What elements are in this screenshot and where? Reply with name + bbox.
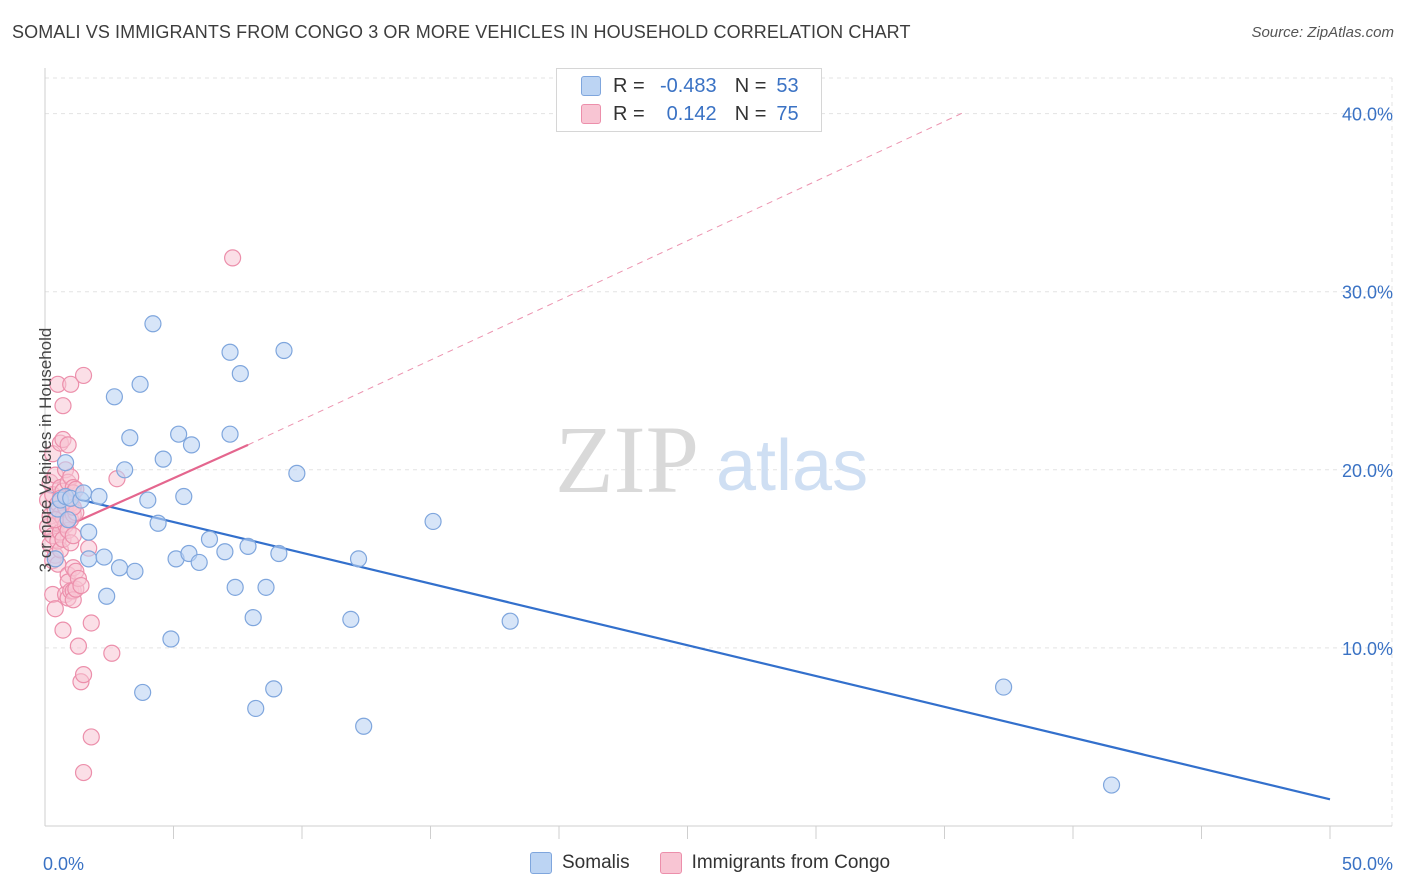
somali-point — [501, 612, 519, 630]
congo-point — [54, 397, 72, 415]
somali-point — [139, 491, 157, 509]
somali-point — [1102, 776, 1121, 794]
legend-box: R = -0.483 N = 53 R = 0.142 N = 75 — [556, 68, 822, 132]
somali-point — [257, 578, 275, 596]
somali-point — [121, 429, 139, 447]
somali-point — [239, 537, 257, 555]
somali-point — [149, 514, 167, 532]
legend-n-label: N = — [734, 74, 767, 97]
legend-n-label: N = — [734, 102, 767, 125]
congo-point — [103, 644, 121, 662]
somali-point — [98, 587, 116, 605]
bottom-legend-swatch-somalis — [530, 852, 552, 874]
congo-point — [59, 436, 77, 454]
somali-point — [244, 609, 262, 627]
somali-point — [131, 375, 149, 393]
somali-point — [110, 559, 129, 577]
congo-point — [46, 600, 64, 618]
somali-point — [270, 544, 288, 563]
congo-point — [64, 527, 82, 545]
congo-point — [224, 249, 242, 267]
legend-r-value-congo: 0.142 — [666, 102, 717, 125]
somali-point — [275, 341, 293, 360]
tick-labels: 10.0% 20.0% 30.0% 40.0% 0.0% 50.0% — [43, 105, 1393, 874]
watermark-atlas: atlas — [716, 426, 868, 506]
chart-title: SOMALI VS IMMIGRANTS FROM CONGO 3 OR MOR… — [12, 22, 911, 42]
somali-point — [144, 315, 162, 333]
legend-r-label: R = — [613, 74, 645, 97]
somali-point — [46, 550, 64, 568]
somali-point — [134, 683, 152, 702]
somali-point — [355, 717, 373, 735]
bottom-legend-label-congo: Immigrants from Congo — [691, 852, 891, 873]
somali-point — [162, 630, 180, 648]
somali-point — [265, 680, 283, 698]
y-tick-label: 20.0% — [1342, 461, 1393, 481]
somali-point — [200, 530, 219, 548]
legend-n-value-congo: 75 — [776, 102, 799, 125]
somali-point — [288, 464, 306, 482]
legend-n-value-somalis: 53 — [776, 74, 799, 97]
somali-point — [59, 511, 77, 529]
somali-point — [342, 610, 360, 629]
legend-swatch-congo — [581, 104, 601, 124]
somali-point — [80, 523, 98, 541]
bottom-legend-label-somalis: Somalis — [562, 852, 630, 873]
legend-r-label: R = — [613, 102, 645, 125]
somali-point — [424, 512, 442, 531]
somali-point — [182, 436, 201, 454]
congo-point — [82, 728, 100, 746]
bottom-legend-swatch-congo — [659, 852, 682, 874]
somali-point — [56, 454, 75, 472]
bottom-legend: Somalis Immigrants from Congo — [530, 852, 890, 874]
legend-swatch-somalis — [581, 76, 601, 96]
legend-row-congo: R = 0.142 N = 75 — [581, 102, 799, 126]
somali-point — [231, 365, 249, 383]
congo-point — [74, 666, 93, 684]
y-tick-label: 30.0% — [1342, 283, 1393, 303]
congo-point — [82, 614, 100, 632]
somali-point — [126, 562, 144, 580]
source-label: Source: ZipAtlas.com — [1251, 24, 1394, 41]
somali-point — [175, 487, 193, 506]
axes — [44, 68, 1392, 839]
congo-point — [74, 366, 93, 385]
legend-r-value-somalis: -0.483 — [659, 74, 717, 97]
somali-point — [116, 461, 134, 479]
congo-point — [62, 375, 80, 393]
somali-point — [349, 550, 368, 568]
y-tick-label: 40.0% — [1342, 105, 1393, 125]
somali-point — [247, 699, 265, 718]
somali-point — [190, 553, 208, 572]
y-tick-label: 10.0% — [1342, 639, 1393, 659]
somali-point — [95, 548, 113, 566]
x-tick-label-max: 50.0% — [1342, 854, 1393, 874]
somali-point — [170, 425, 188, 443]
somali-point — [226, 578, 244, 596]
x-tick-label-min: 0.0% — [43, 854, 84, 874]
congo-point — [72, 576, 90, 595]
somali-point — [221, 343, 239, 361]
y-axis-label: 3 or more Vehicles in Household — [36, 327, 55, 573]
watermark: ZIP atlas — [555, 406, 868, 513]
somali-point — [80, 550, 98, 568]
somali-point — [995, 678, 1013, 696]
congo-point — [74, 763, 93, 782]
somali-point — [90, 487, 108, 506]
trend-line-congo-extended — [247, 111, 966, 446]
somali-points — [46, 315, 1121, 794]
trend-line-somalis — [44, 490, 1331, 801]
somali-point — [221, 425, 239, 443]
somali-point — [216, 543, 234, 561]
somali-point — [154, 450, 172, 468]
watermark-zip: ZIP — [555, 406, 699, 513]
legend-row-somalis: R = -0.483 N = 53 — [581, 74, 799, 98]
somali-point — [105, 388, 123, 406]
congo-point — [69, 637, 88, 655]
congo-point — [54, 621, 72, 639]
somali-point — [74, 484, 93, 502]
